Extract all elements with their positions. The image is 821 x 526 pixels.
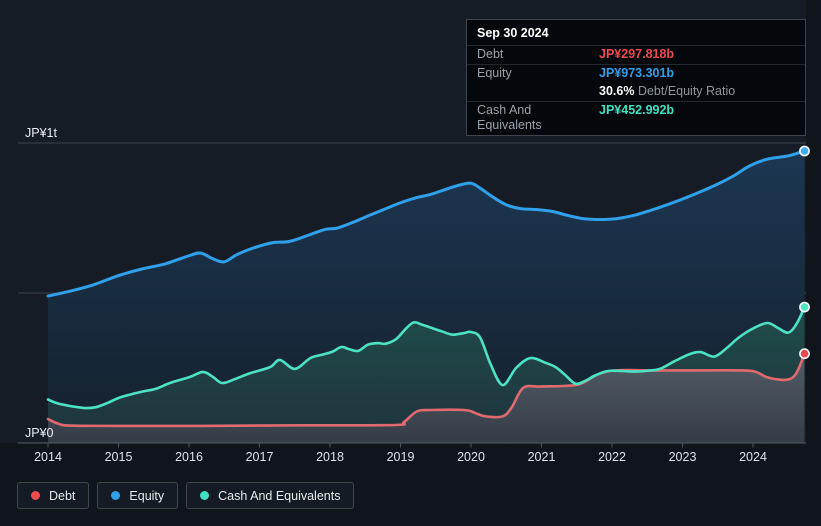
legend-item-debt[interactable]: Debt [17, 482, 90, 509]
x-axis-label: 2020 [457, 450, 485, 464]
x-axis-label: 2014 [34, 450, 62, 464]
tooltip-debt-label: Debt [477, 47, 504, 61]
debt-legend-dot-icon [31, 491, 40, 500]
cash-line [46, 305, 806, 410]
debt-line [46, 352, 806, 428]
equity-end-marker[interactable] [799, 145, 810, 157]
y-axis-label: JP¥1t [25, 126, 57, 140]
tooltip-equity-label: Equity [477, 66, 512, 80]
tooltip-debt-row: Debt JP¥297.818b [467, 45, 805, 64]
tooltip-ratio-row: 30.6% Debt/Equity Ratio [467, 83, 805, 101]
x-axis-label: 2017 [246, 450, 274, 464]
tooltip-cash-row: Cash And Equivalents JP¥452.992b [467, 101, 805, 135]
cash-end-marker[interactable] [799, 301, 810, 313]
tooltip-equity-row: Equity JP¥973.301b [467, 64, 805, 83]
x-axis-label: 2021 [528, 450, 556, 464]
tooltip-equity-value: JP¥973.301b [599, 66, 675, 80]
tooltip-cash-label: Cash And Equivalents [477, 103, 542, 132]
tooltip-debt-value: JP¥297.818b [599, 47, 675, 61]
debt-area [48, 353, 805, 443]
chart-tooltip: Sep 30 2024 Debt JP¥297.818b Equity JP¥9… [466, 19, 806, 136]
tooltip-ratio-label: Debt/Equity Ratio [637, 84, 736, 98]
tooltip-cash-value: JP¥452.992b [599, 103, 675, 117]
x-axis-label: 2023 [669, 450, 697, 464]
legend-item-debt-label: Debt [49, 488, 76, 503]
legend-item-cash[interactable]: Cash And Equivalents [186, 482, 355, 509]
x-axis-label: 2024 [739, 450, 767, 464]
x-axis-label: 2018 [316, 450, 344, 464]
legend-item-equity[interactable]: Equity [97, 482, 179, 509]
tooltip-date: Sep 30 2024 [477, 26, 549, 40]
chart-legend: Debt Equity Cash And Equivalents [17, 482, 355, 509]
x-axis-label: 2022 [598, 450, 626, 464]
cash-legend-dot-icon [200, 491, 210, 500]
tooltip-ratio-value: 30.6% [599, 84, 635, 98]
equity-line [46, 149, 806, 298]
x-axis-label: 2019 [387, 450, 415, 464]
x-axis-label: 2016 [175, 450, 203, 464]
x-axis-label: 2015 [105, 450, 133, 464]
equity-legend-dot-icon [111, 491, 121, 500]
legend-item-equity-label: Equity [129, 488, 165, 503]
legend-item-cash-label: Cash And Equivalents [218, 488, 341, 503]
y-axis-label: JP¥0 [25, 426, 54, 440]
debt-end-marker[interactable] [799, 348, 810, 360]
